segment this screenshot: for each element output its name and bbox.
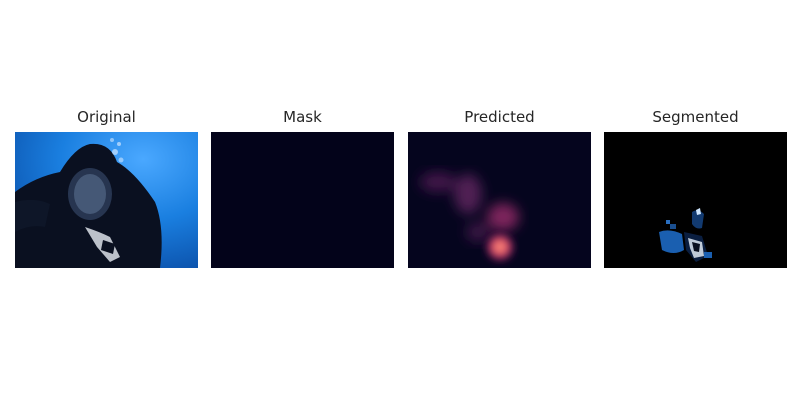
panel-title-predicted: Predicted [464,108,535,126]
segmented-image-canvas [604,132,787,268]
mask-image-canvas [211,132,394,268]
mask-image [211,132,394,268]
panel-mask: Mask [211,107,394,268]
predicted-heatmap [408,132,591,268]
panel-predicted: Predicted [408,107,591,268]
original-image [15,132,198,268]
panel-title-original: Original [77,108,136,126]
panel-segmented: Segmented [604,107,787,268]
panel-original: Original [15,107,198,268]
segmented-image [604,132,787,268]
panel-title-segmented: Segmented [652,108,739,126]
panel-title-mask: Mask [283,108,322,126]
original-image-canvas [15,132,198,268]
predicted-heatmap-canvas [408,132,591,268]
